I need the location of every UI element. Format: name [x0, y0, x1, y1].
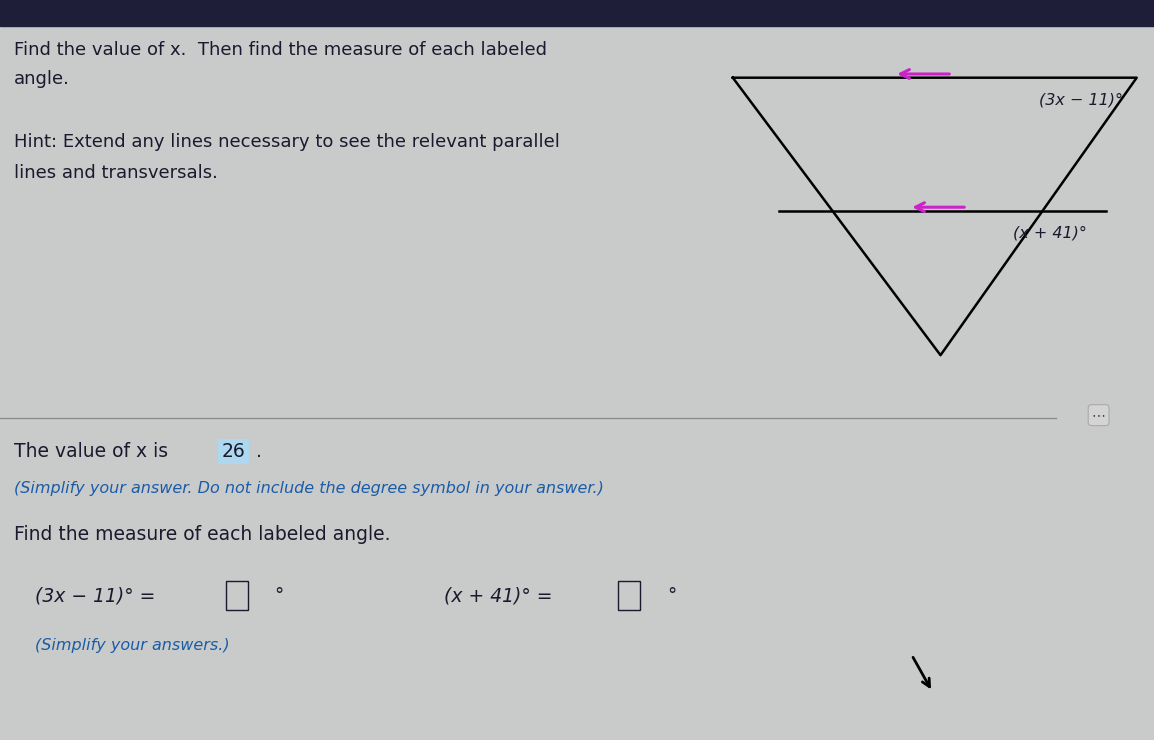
- Text: (x + 41)°: (x + 41)°: [1013, 226, 1087, 240]
- Text: (Simplify your answers.): (Simplify your answers.): [35, 638, 230, 653]
- Text: (3x − 11)° =: (3x − 11)° =: [35, 586, 155, 605]
- Text: °: °: [275, 586, 284, 605]
- Text: (Simplify your answer. Do not include the degree symbol in your answer.): (Simplify your answer. Do not include th…: [14, 481, 604, 496]
- Text: angle.: angle.: [14, 70, 69, 88]
- Text: Hint: Extend any lines necessary to see the relevant parallel: Hint: Extend any lines necessary to see …: [14, 133, 560, 151]
- Text: Find the value of x.  Then find the measure of each labeled: Find the value of x. Then find the measu…: [14, 41, 547, 58]
- Bar: [0, 0, 1154, 26]
- Text: Find the measure of each labeled angle.: Find the measure of each labeled angle.: [14, 525, 390, 544]
- Text: °: °: [667, 586, 676, 605]
- Text: (x + 41)° =: (x + 41)° =: [444, 586, 553, 605]
- Text: 26: 26: [222, 442, 246, 461]
- Text: The value of x is: The value of x is: [14, 442, 174, 461]
- Text: (3x − 11)°: (3x − 11)°: [1039, 92, 1123, 107]
- Text: ⋯: ⋯: [1092, 408, 1106, 422]
- Text: .: .: [256, 442, 262, 461]
- Text: lines and transversals.: lines and transversals.: [14, 164, 218, 182]
